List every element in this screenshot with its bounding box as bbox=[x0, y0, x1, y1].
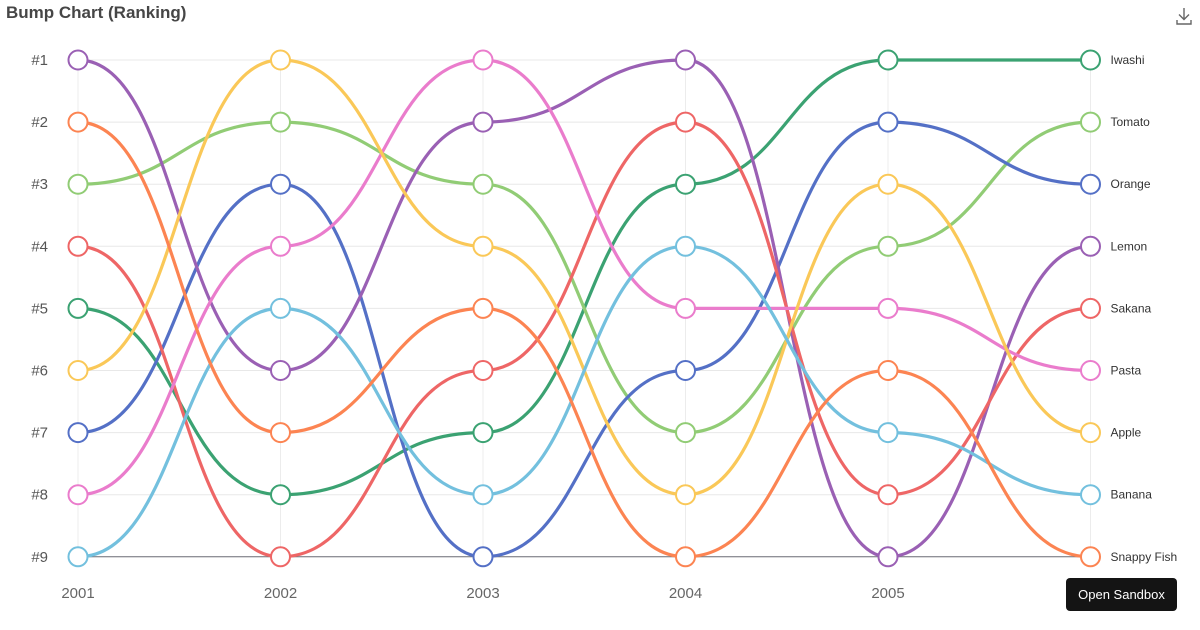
y-tick-label: #8 bbox=[31, 487, 48, 504]
data-point-pasta[interactable] bbox=[67, 484, 89, 506]
series-line-lemon bbox=[76, 58, 1093, 559]
data-point-iwashi[interactable] bbox=[270, 484, 291, 506]
series-line-sakana bbox=[76, 120, 1093, 559]
data-point-snappy-fish[interactable] bbox=[270, 422, 291, 444]
data-point-snappy-fish[interactable] bbox=[877, 360, 899, 381]
x-tick-label: 2002 bbox=[264, 585, 297, 602]
download-button[interactable] bbox=[1172, 4, 1196, 28]
series-end-label: Pasta bbox=[1111, 364, 1142, 378]
y-tick-label: #7 bbox=[31, 425, 48, 442]
y-tick-label: #9 bbox=[31, 549, 48, 566]
data-point-tomato[interactable] bbox=[877, 235, 899, 257]
data-point-banana[interactable] bbox=[1080, 484, 1101, 506]
data-point-sakana[interactable] bbox=[1080, 297, 1101, 319]
data-point-lemon[interactable] bbox=[675, 49, 696, 71]
chart-points bbox=[67, 49, 1101, 568]
data-point-sakana[interactable] bbox=[270, 546, 291, 568]
y-tick-label: #4 bbox=[31, 238, 48, 255]
y-tick-label: #6 bbox=[31, 363, 48, 380]
data-point-sakana[interactable] bbox=[877, 484, 899, 506]
data-point-sakana[interactable] bbox=[675, 111, 696, 133]
data-point-banana[interactable] bbox=[270, 297, 291, 319]
y-tick-label: #2 bbox=[31, 114, 48, 131]
data-point-iwashi[interactable] bbox=[877, 49, 899, 71]
series-end-label: Orange bbox=[1111, 177, 1151, 191]
series-end-label: Lemon bbox=[1111, 239, 1148, 253]
data-point-orange[interactable] bbox=[675, 360, 696, 381]
data-point-banana[interactable] bbox=[472, 484, 494, 506]
data-point-banana[interactable] bbox=[675, 235, 696, 257]
data-point-apple[interactable] bbox=[472, 235, 494, 257]
download-icon bbox=[1176, 8, 1192, 25]
data-point-lemon[interactable] bbox=[472, 111, 494, 133]
data-point-snappy-fish[interactable] bbox=[1080, 546, 1101, 568]
open-sandbox-button[interactable]: Open Sandbox bbox=[1066, 578, 1177, 611]
data-point-tomato[interactable] bbox=[67, 173, 89, 195]
data-point-orange[interactable] bbox=[472, 546, 494, 568]
chart-end-labels: Iwashi Tomato Orange Lemon Sakana Pasta Apple B… bbox=[1111, 53, 1178, 564]
data-point-iwashi[interactable] bbox=[675, 173, 696, 195]
data-point-iwashi[interactable] bbox=[1080, 49, 1101, 71]
data-point-tomato[interactable] bbox=[472, 173, 494, 195]
data-point-banana[interactable] bbox=[67, 546, 89, 568]
data-point-tomato[interactable] bbox=[675, 422, 696, 444]
data-point-sakana[interactable] bbox=[67, 235, 89, 257]
data-point-pasta[interactable] bbox=[1080, 360, 1101, 381]
data-point-sakana[interactable] bbox=[472, 360, 494, 381]
y-tick-label: #1 bbox=[31, 52, 48, 69]
data-point-orange[interactable] bbox=[270, 173, 291, 195]
x-tick-label: 2001 bbox=[61, 585, 94, 602]
data-point-snappy-fish[interactable] bbox=[472, 297, 494, 319]
y-tick-label: #5 bbox=[31, 300, 48, 317]
data-point-apple[interactable] bbox=[67, 360, 89, 381]
data-point-orange[interactable] bbox=[1080, 173, 1101, 195]
chart-axes: #1 #2 #3 #4 #5 #6 #7 #8 #9 2001 2002 2003 2004 2005 bbox=[31, 52, 1091, 602]
series-end-label: Iwashi bbox=[1111, 53, 1145, 67]
data-point-apple[interactable] bbox=[877, 173, 899, 195]
series-line-apple bbox=[76, 58, 1093, 497]
series-end-label: Sakana bbox=[1111, 301, 1152, 315]
y-tick-label: #3 bbox=[31, 176, 48, 193]
data-point-pasta[interactable] bbox=[270, 235, 291, 257]
data-point-iwashi[interactable] bbox=[472, 422, 494, 444]
x-tick-label: 2005 bbox=[871, 585, 904, 602]
data-point-pasta[interactable] bbox=[675, 297, 696, 319]
data-point-lemon[interactable] bbox=[270, 360, 291, 381]
x-tick-label: 2003 bbox=[466, 585, 499, 602]
series-end-label: Apple bbox=[1111, 426, 1142, 440]
data-point-orange[interactable] bbox=[67, 422, 89, 444]
series-line-snappy-fish bbox=[76, 120, 1093, 559]
data-point-tomato[interactable] bbox=[1080, 111, 1101, 133]
series-end-label: Banana bbox=[1111, 488, 1153, 502]
data-point-tomato[interactable] bbox=[270, 111, 291, 133]
data-point-iwashi[interactable] bbox=[67, 297, 89, 319]
data-point-snappy-fish[interactable] bbox=[675, 546, 696, 568]
data-point-banana[interactable] bbox=[877, 422, 899, 444]
data-point-lemon[interactable] bbox=[1080, 235, 1101, 257]
data-point-apple[interactable] bbox=[1080, 422, 1101, 444]
chart-title: Bump Chart (Ranking) bbox=[6, 3, 187, 22]
series-line-tomato bbox=[76, 120, 1093, 435]
data-point-pasta[interactable] bbox=[472, 49, 494, 71]
x-tick-label: 2004 bbox=[669, 585, 702, 602]
data-point-apple[interactable] bbox=[270, 49, 291, 71]
data-point-pasta[interactable] bbox=[877, 297, 899, 319]
series-end-label: Snappy Fish bbox=[1111, 550, 1178, 564]
data-point-snappy-fish[interactable] bbox=[67, 111, 89, 133]
data-point-apple[interactable] bbox=[675, 484, 696, 506]
data-point-lemon[interactable] bbox=[67, 49, 89, 71]
series-end-label: Tomato bbox=[1111, 115, 1151, 129]
data-point-lemon[interactable] bbox=[877, 546, 899, 568]
data-point-orange[interactable] bbox=[877, 111, 899, 133]
